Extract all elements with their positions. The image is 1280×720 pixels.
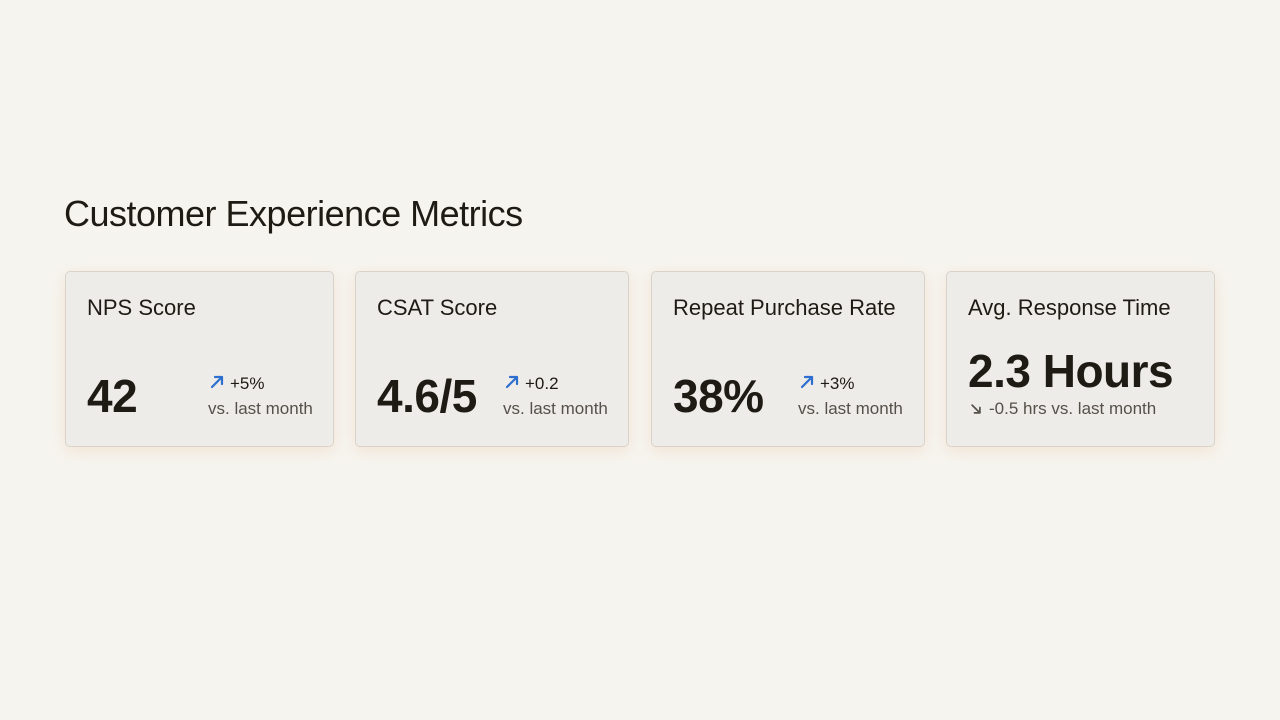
delta-value: +0.2 [525,374,559,393]
metric-label: NPS Score [87,295,196,320]
metric-card-repeat-purchase: Repeat Purchase Rate 38% +3% vs. last mo… [651,271,925,447]
metric-value: 4.6/5 [377,370,477,422]
metric-label: Avg. Response Time [968,295,1171,320]
metric-value: 2.3 Hours [968,345,1174,397]
metric-card-response-time: Avg. Response Time 2.3 Hours -0.5 hrs vs… [946,271,1215,447]
delta-text: -0.5 hrs vs. last month [989,399,1157,418]
arrow-up-right-icon [800,375,814,389]
metric-delta: +0.2 vs. last month [503,371,608,421]
metric-value: 42 [87,370,138,422]
delta-comparison: vs. last month [208,399,313,418]
metric-value: 38% [673,370,764,422]
delta-comparison: vs. last month [503,399,608,418]
metric-label: Repeat Purchase Rate [673,295,896,320]
metric-label: CSAT Score [377,295,498,320]
arrow-down-right-icon [971,404,981,414]
metric-delta: +3% vs. last month [798,371,903,421]
delta-comparison: vs. last month [798,399,903,418]
metric-delta: +5% vs. last month [208,371,313,421]
delta-value: +3% [820,374,855,393]
metric-card-csat: CSAT Score 4.6/5 +0.2 vs. last month [355,271,629,447]
metric-delta: -0.5 hrs vs. last month [969,399,1156,419]
arrow-up-right-icon [210,375,224,389]
page-title: Customer Experience Metrics [64,193,523,234]
arrow-up-right-icon [505,375,519,389]
metric-card-nps: NPS Score 42 +5% vs. last month [65,271,334,447]
delta-value: +5% [230,374,265,393]
